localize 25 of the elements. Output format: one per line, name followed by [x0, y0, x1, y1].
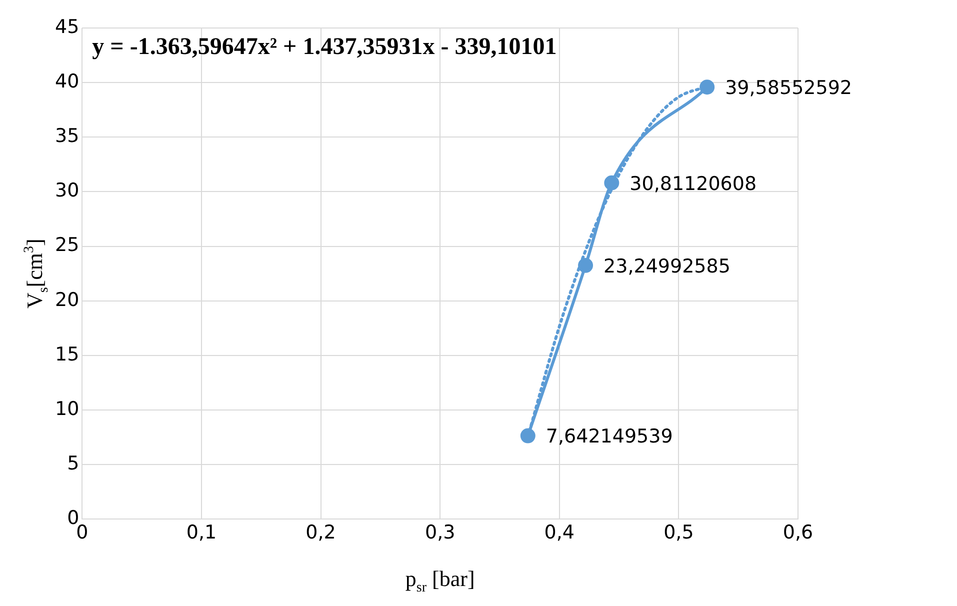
y-tick-label: 10 — [54, 398, 80, 420]
y-tick-label: 40 — [54, 70, 80, 93]
x-tick-label: 0,6 — [782, 522, 814, 544]
data-label: 30,81120608 — [630, 172, 757, 195]
data-label: 23,24992585 — [604, 255, 730, 278]
point — [700, 80, 715, 95]
y-tick-label: 45 — [54, 16, 80, 38]
data-label: 39,58552592 — [725, 77, 852, 100]
x-tick-label: 0,4 — [544, 522, 574, 544]
y-tick-label: 5 — [67, 452, 80, 475]
point — [520, 428, 536, 444]
y-tick-label: 35 — [54, 125, 80, 148]
y-tick-label: 30 — [54, 180, 80, 202]
y-tick-label: 15 — [54, 343, 80, 366]
x-tick-label: 0,3 — [424, 522, 456, 544]
annotation: y = -1.363,59647x² + 1.437,35931x - 339,10101 — [92, 34, 557, 60]
x-tick-label: 0,2 — [306, 522, 336, 544]
point — [578, 258, 594, 273]
data-label: 7,642149539 — [546, 426, 673, 448]
x-tick-label: 0,5 — [664, 522, 694, 544]
y-axis-title: Vs[cm3] — [22, 238, 52, 309]
y-tick-label: 20 — [54, 288, 80, 311]
x-tick-label: 0,1 — [186, 522, 217, 544]
y-tick-label: 25 — [54, 234, 80, 256]
point — [604, 175, 620, 190]
